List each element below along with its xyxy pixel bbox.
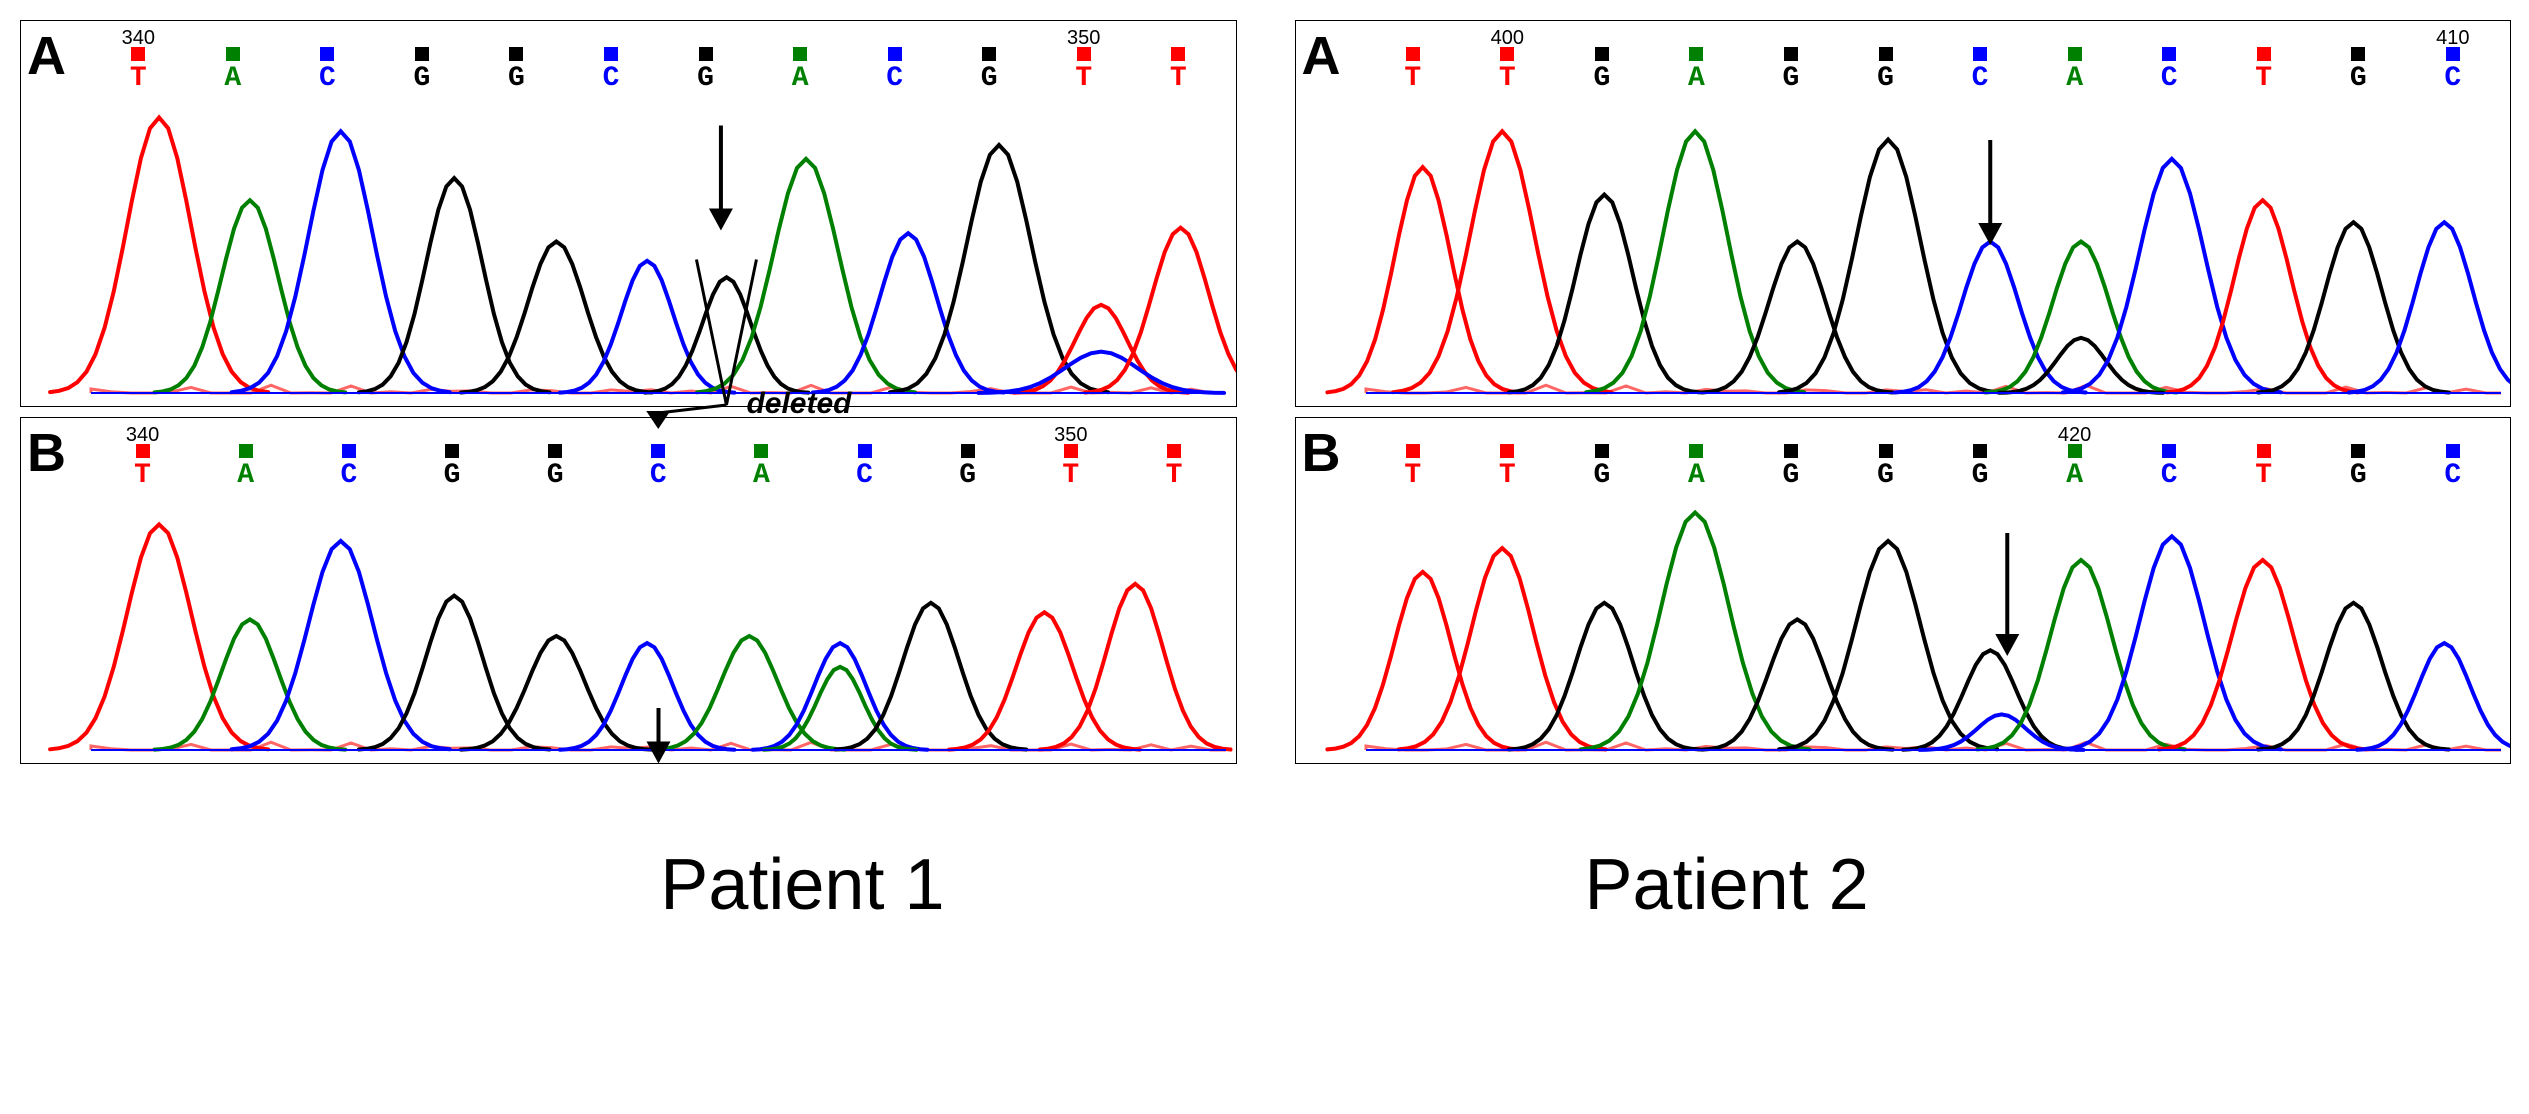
patient2-column: T400TGAGGCACTG410CA TTGAGGG420ACTGCB (1295, 20, 2510, 764)
chromatogram-p1a: 340TACGGCGACG350TTA (20, 20, 1237, 407)
trace-svg (21, 21, 1236, 406)
patient1-label: Patient 1 (660, 844, 944, 926)
mutation-arrow (1978, 140, 2002, 245)
mutation-arrow (647, 708, 671, 763)
mutation-arrow (709, 126, 733, 231)
patient-labels: Patient 1 Patient 2 (20, 844, 2509, 926)
trace-svg (21, 418, 1236, 763)
chromatogram-p2b: TTGAGGG420ACTGCB (1295, 417, 2512, 764)
chromatogram-p1b: 340TACGGCACG350TTB (20, 417, 1237, 764)
patient1-column: 340TACGGCGACG350TTA 340TACGGCACG350TTB (20, 20, 1235, 764)
mutation-arrow (1995, 533, 2019, 656)
panels-row: 340TACGGCGACG350TTA 340TACGGCACG350TTB T… (20, 20, 2509, 764)
trace-svg (1296, 21, 2511, 406)
chromatogram-p2a: T400TGAGGCACTG410CA (1295, 20, 2512, 407)
figure-container: 340TACGGCGACG350TTA 340TACGGCACG350TTB T… (20, 20, 2509, 1094)
trace-svg (1296, 418, 2511, 763)
patient2-label: Patient 2 (1585, 844, 1869, 926)
